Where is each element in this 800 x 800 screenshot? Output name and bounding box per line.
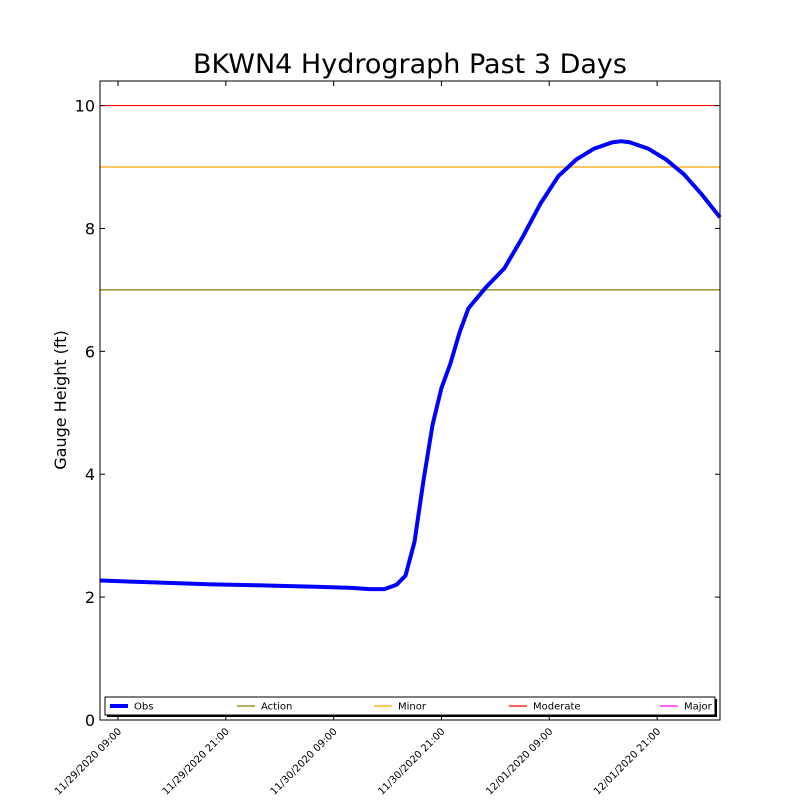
legend-label-minor: Minor bbox=[398, 702, 427, 713]
y-tick-label: 4 bbox=[85, 465, 95, 484]
y-tick-label: 2 bbox=[85, 588, 95, 607]
y-tick-label: 0 bbox=[85, 711, 95, 730]
x-tick-label: 12/01/2020 09:00 bbox=[484, 726, 555, 797]
plot-frame bbox=[99, 80, 721, 721]
x-tick-label: 11/29/2020 09:00 bbox=[53, 726, 124, 797]
axis-ticks: 0 2 4 6 8 10 11/29/2020 09:00 11/29/2020 21:00 1… bbox=[53, 81, 720, 798]
x-tick-label: 12/01/2020 21:00 bbox=[592, 726, 663, 797]
plot-area bbox=[99, 104, 722, 592]
legend-label-action: Action bbox=[261, 702, 292, 713]
legend-label-major: Major bbox=[684, 702, 713, 713]
y-axis-label: Gauge Height (ft) bbox=[51, 330, 70, 470]
y-tick-label: 6 bbox=[85, 342, 95, 361]
legend-label-moderate: Moderate bbox=[533, 702, 581, 713]
x-tick-label: 11/30/2020 09:00 bbox=[269, 726, 340, 797]
x-tick-label: 11/30/2020 21:00 bbox=[376, 726, 447, 797]
legend-label-obs: Obs bbox=[134, 702, 153, 713]
legend: Obs Action Minor Moderate Major bbox=[104, 696, 717, 717]
y-tick-label: 10 bbox=[75, 97, 95, 116]
chart-title: BKWN4 Hydrograph Past 3 Days bbox=[193, 49, 627, 80]
legend-box bbox=[104, 696, 716, 716]
x-tick-label: 11/29/2020 21:00 bbox=[161, 726, 232, 797]
y-tick-label: 8 bbox=[85, 219, 95, 238]
series-line-obs bbox=[99, 139, 722, 592]
